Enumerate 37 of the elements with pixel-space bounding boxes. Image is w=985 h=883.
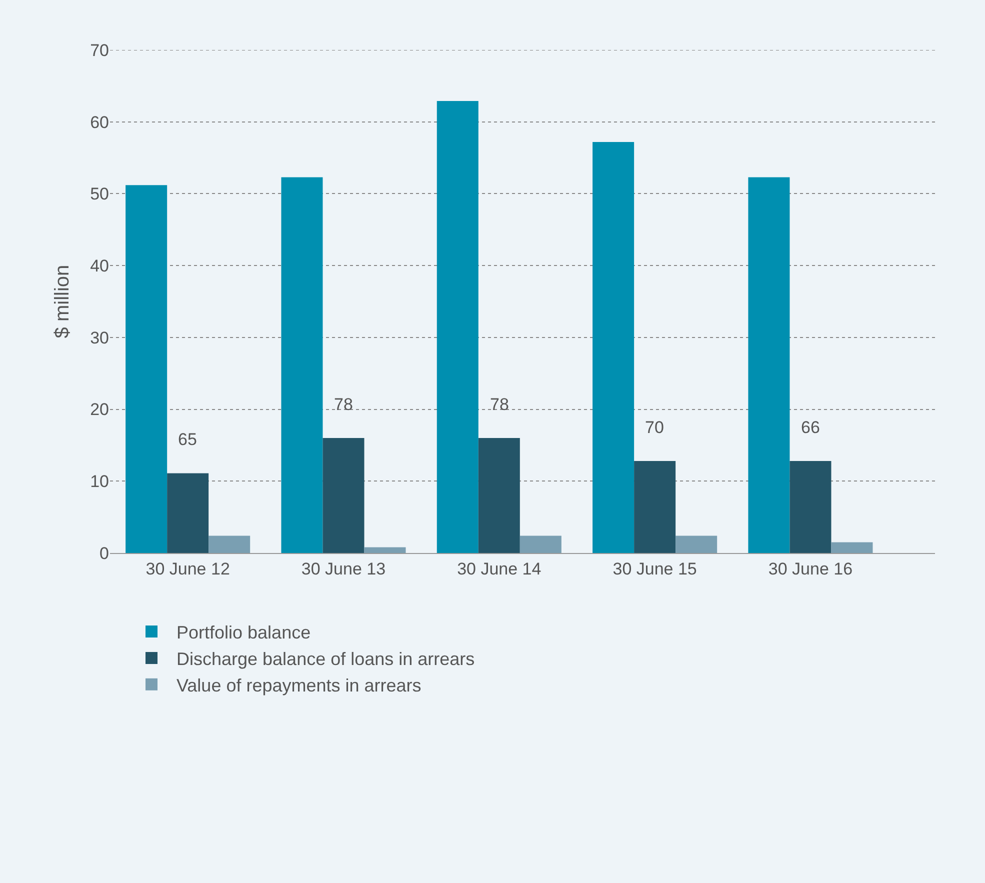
annotation: 78 xyxy=(490,395,509,414)
bar xyxy=(322,438,364,553)
x-tick-label: 30 June 13 xyxy=(301,559,386,578)
x-tick-label: 30 June 12 xyxy=(146,559,230,578)
bar xyxy=(831,542,873,553)
bar xyxy=(167,473,209,553)
bar xyxy=(520,536,562,553)
annotation: 65 xyxy=(178,430,197,449)
y-tick-label: 40 xyxy=(90,256,109,276)
bar xyxy=(634,461,676,553)
bar xyxy=(364,547,406,553)
bar xyxy=(676,536,718,553)
y-tick-label: 70 xyxy=(90,40,109,60)
bar xyxy=(478,438,520,553)
y-tick-label: 10 xyxy=(90,472,109,492)
x-tick-label: 30 June 15 xyxy=(612,559,697,578)
bar xyxy=(436,101,478,553)
annotation: 66 xyxy=(801,418,820,437)
bar xyxy=(208,536,250,553)
bar xyxy=(281,177,323,553)
annotation: 78 xyxy=(334,395,353,414)
y-tick-label: 30 xyxy=(90,328,109,348)
x-tick-label: 30 June 16 xyxy=(768,559,853,578)
bar xyxy=(790,461,832,553)
bar xyxy=(748,177,790,553)
y-tick-label: 50 xyxy=(90,184,109,204)
annotation: 70 xyxy=(645,418,664,437)
bar xyxy=(126,185,168,553)
y-tick-label: 60 xyxy=(90,112,109,132)
legend-label: Value of repayments in arrears xyxy=(176,675,422,696)
legend-label: Portfolio balance xyxy=(176,622,311,643)
y-axis-title: $ million xyxy=(52,264,74,338)
y-tick-label: 20 xyxy=(90,400,109,420)
y-tick-label: 0 xyxy=(100,544,109,563)
bar xyxy=(592,142,634,553)
legend-label: Discharge balance of loans in arrears xyxy=(176,648,475,669)
x-tick-label: 30 June 14 xyxy=(457,559,542,578)
